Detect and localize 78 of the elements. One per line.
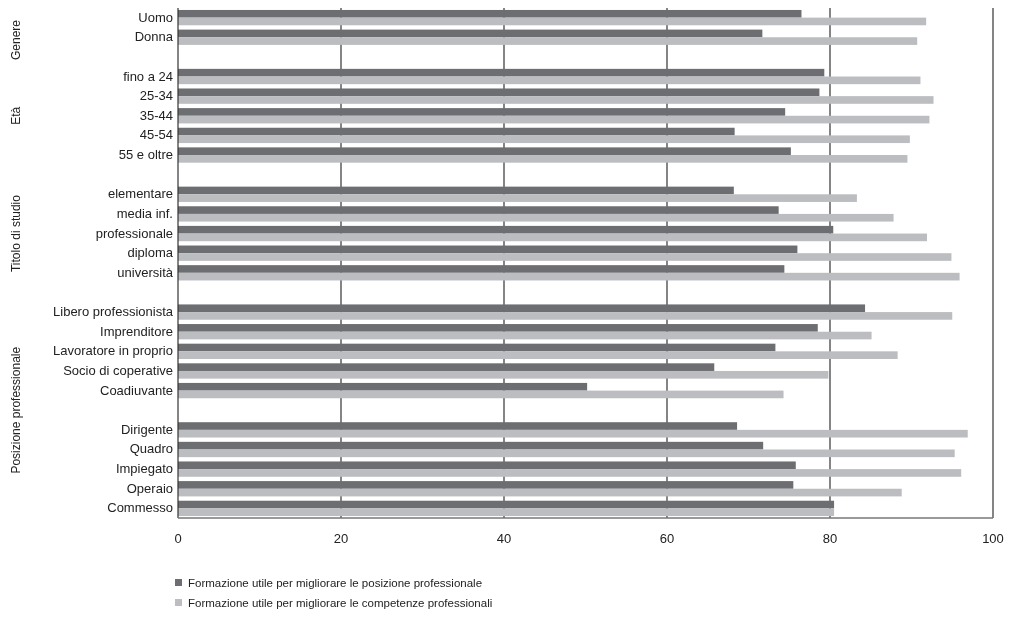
bar bbox=[178, 370, 829, 379]
bar bbox=[178, 68, 825, 77]
bar bbox=[178, 488, 902, 497]
y-tick-label: diploma bbox=[127, 245, 174, 261]
bar bbox=[178, 233, 927, 242]
y-tick-label: fino a 24 bbox=[123, 68, 173, 84]
y-tick-label: Socio di coperative bbox=[63, 362, 173, 378]
x-tick-label: 60 bbox=[659, 531, 675, 546]
bar bbox=[178, 363, 715, 371]
y-tick-label: Operaio bbox=[126, 480, 173, 496]
bar bbox=[178, 500, 835, 509]
y-tick-label: 45-54 bbox=[139, 127, 173, 143]
bar bbox=[178, 508, 835, 517]
y-tick-label: 25-34 bbox=[139, 88, 173, 104]
y-tick-label: Impiegato bbox=[115, 461, 173, 477]
text: Età bbox=[9, 106, 23, 125]
x-tick-label: 80 bbox=[822, 531, 838, 546]
bar bbox=[178, 155, 908, 163]
bar bbox=[178, 422, 738, 430]
bar bbox=[178, 245, 798, 254]
bar bbox=[178, 343, 776, 352]
bar bbox=[178, 147, 791, 156]
y-tick-label: Imprenditore bbox=[100, 323, 173, 339]
legend-label: Formazione utile per migliorare le posizione professionale bbox=[188, 577, 483, 589]
x-tick-label: 40 bbox=[496, 531, 512, 546]
bar bbox=[178, 253, 952, 261]
bar bbox=[178, 390, 784, 399]
bar bbox=[178, 312, 953, 320]
bar bbox=[178, 127, 735, 136]
bar bbox=[178, 382, 588, 391]
y-tick-label: università bbox=[117, 264, 174, 280]
y-tick-label: Lavoratore in proprio bbox=[53, 343, 173, 359]
bar bbox=[178, 461, 796, 470]
bar bbox=[178, 115, 930, 124]
bar bbox=[178, 441, 764, 450]
y-tick-label: Libero professionista bbox=[53, 304, 174, 320]
bar bbox=[178, 429, 968, 438]
bar bbox=[178, 96, 934, 104]
bar bbox=[178, 37, 918, 45]
bar bbox=[178, 265, 785, 273]
bar bbox=[178, 331, 872, 340]
y-tick-label: 55 e oltre bbox=[118, 147, 173, 163]
bar bbox=[178, 272, 960, 281]
y-tick-label: Quadro bbox=[129, 441, 173, 457]
bar bbox=[178, 304, 866, 313]
bar bbox=[178, 481, 794, 489]
y-tick-label: 35-44 bbox=[139, 107, 173, 123]
bar bbox=[178, 225, 834, 234]
text: Genere bbox=[9, 19, 23, 61]
bar bbox=[178, 88, 820, 97]
bar bbox=[178, 469, 962, 477]
text: Titolo di studio bbox=[9, 194, 23, 273]
x-tick-label: 100 bbox=[982, 531, 1004, 546]
x-tick-label: 0 bbox=[174, 531, 182, 546]
text: Posizione professionale bbox=[9, 346, 23, 474]
bar bbox=[178, 186, 734, 195]
y-tick-label: Commesso bbox=[107, 500, 173, 516]
y-tick-label: Donna bbox=[134, 29, 174, 45]
x-tick-label: 20 bbox=[333, 531, 349, 546]
bar bbox=[178, 9, 802, 18]
bar bbox=[178, 29, 763, 38]
bar bbox=[178, 194, 857, 202]
bar bbox=[178, 449, 955, 458]
legend-label: Formazione utile per migliorare le competenze professionali bbox=[188, 597, 493, 609]
y-tick-label: professionale bbox=[95, 225, 173, 241]
bar bbox=[178, 108, 786, 116]
y-tick-label: media inf. bbox=[116, 205, 173, 221]
y-tick-label: Coadiuvante bbox=[100, 382, 173, 398]
bar bbox=[178, 76, 921, 85]
y-tick-label: Dirigente bbox=[120, 421, 173, 437]
bar bbox=[178, 351, 898, 359]
bar bbox=[178, 206, 779, 214]
y-tick-label: elementare bbox=[107, 186, 173, 202]
bar bbox=[178, 135, 910, 144]
bar bbox=[178, 17, 927, 26]
bar bbox=[178, 324, 818, 332]
bar bbox=[178, 213, 894, 222]
y-tick-label: Uomo bbox=[138, 9, 173, 25]
